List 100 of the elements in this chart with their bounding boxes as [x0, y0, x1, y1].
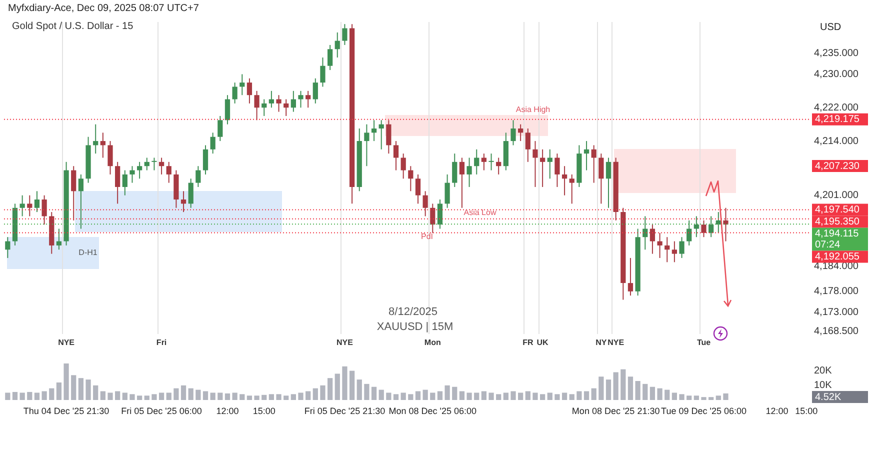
- bar: [496, 394, 502, 400]
- annotation: D-H1: [78, 248, 98, 258]
- bar: [93, 385, 98, 400]
- bar: [562, 392, 568, 400]
- bar: [569, 394, 574, 400]
- bar: [408, 394, 414, 400]
- bar: [356, 380, 362, 400]
- bar: [694, 396, 699, 400]
- x-tick-label: Mon 08 Dec '25 06:00: [388, 406, 477, 416]
- bar: [12, 392, 18, 400]
- bar: [224, 393, 230, 400]
- bar: [20, 392, 25, 400]
- bar: [64, 363, 69, 400]
- bar: [591, 388, 596, 400]
- bar: [71, 375, 76, 400]
- bar: [298, 392, 304, 400]
- x-tick-label: 12:00: [766, 406, 788, 416]
- bar: [202, 391, 208, 400]
- bar: [452, 386, 458, 400]
- y-tick-label: 20K: [814, 366, 832, 377]
- ref-line-label: 4,195.350: [815, 216, 860, 228]
- chart-subtitle: Myfxdiary-Ace, Dec 09, 2025 08:07 UTC+7: [8, 3, 199, 14]
- ref-line-label: 4,219.175: [815, 114, 860, 126]
- x-tick-label: Fri 05 Dec '25 06:00: [121, 406, 202, 416]
- bar: [466, 392, 472, 400]
- bar: [400, 392, 406, 400]
- bar: [430, 392, 436, 400]
- bar: [437, 391, 443, 400]
- bar: [136, 396, 142, 400]
- annotation: PdI: [420, 232, 434, 242]
- bar: [532, 392, 538, 400]
- text: 4.52K: [815, 392, 842, 403]
- ref-line-label: 4,197.540: [815, 204, 860, 216]
- chart-title: Gold Spot / U.S. Dollar - 15: [12, 21, 134, 32]
- bar: [349, 370, 355, 400]
- bar: [342, 366, 348, 400]
- annotation: Asia Low: [464, 208, 496, 218]
- y-tick-label: 4,235.000: [814, 48, 859, 60]
- bar: [27, 392, 32, 400]
- bar: [152, 394, 157, 400]
- bar: [328, 378, 333, 400]
- bar: [262, 394, 267, 400]
- x-tick-label: Mon 08 Dec '25 21:30: [572, 406, 660, 416]
- bar: [240, 394, 245, 400]
- x-tick-label: FR: [522, 338, 534, 348]
- bar: [708, 397, 714, 400]
- bar: [320, 385, 326, 400]
- bar: [108, 392, 113, 400]
- x-tick-label: NYE: [608, 338, 625, 348]
- bar: [518, 392, 524, 400]
- bar: [393, 394, 399, 400]
- bar: [5, 392, 10, 400]
- bar: [78, 378, 84, 400]
- x-tick-label: Tue 09 Dec '25 06:00: [661, 406, 746, 416]
- bar: [42, 391, 47, 400]
- x-tick-label: Thu 04 Dec '25 21:30: [23, 406, 110, 416]
- bar: [635, 381, 640, 400]
- bar: [158, 392, 164, 400]
- y-tick-label: 4,178.000: [814, 286, 859, 298]
- bar: [166, 392, 172, 400]
- bar: [598, 376, 604, 400]
- bar: [415, 391, 421, 400]
- bar: [701, 397, 706, 400]
- x-tick-label: 15:00: [252, 406, 276, 416]
- bar: [196, 390, 201, 400]
- y-tick-label: 4,173.000: [814, 307, 859, 318]
- x-tick-label: 12:00: [216, 406, 239, 416]
- bar: [510, 391, 516, 400]
- bar: [188, 388, 194, 400]
- bar: [613, 372, 618, 400]
- x-tick-label: 15:00: [795, 406, 818, 416]
- bar: [576, 391, 582, 400]
- bar: [422, 390, 428, 400]
- bar: [686, 396, 692, 400]
- ref-line-label: 4,192.055: [815, 252, 860, 263]
- bar: [503, 392, 508, 400]
- bar: [716, 396, 721, 400]
- y-tick-label: 4,222.000: [814, 102, 859, 114]
- bar: [459, 391, 465, 400]
- candlestick: [232, 82, 238, 104]
- annotation: Asia High: [516, 105, 550, 114]
- bar: [474, 392, 480, 400]
- y-tick-label: 10K: [814, 380, 832, 392]
- bar: [657, 388, 662, 400]
- bar: [218, 392, 223, 400]
- bar: [86, 380, 91, 400]
- bar: [268, 394, 274, 400]
- bar: [115, 391, 120, 400]
- bar: [628, 376, 634, 400]
- bar: [371, 386, 377, 400]
- bar: [584, 391, 590, 400]
- bar: [100, 391, 106, 400]
- annotation: 8/12/2025: [388, 306, 438, 318]
- x-tick-label: Mon: [424, 338, 441, 348]
- text: 4,207.230: [815, 160, 860, 172]
- bar: [620, 369, 626, 400]
- x-tick-label: NYE: [336, 338, 354, 348]
- bar: [144, 396, 150, 400]
- bar: [56, 382, 62, 400]
- bar: [174, 388, 179, 400]
